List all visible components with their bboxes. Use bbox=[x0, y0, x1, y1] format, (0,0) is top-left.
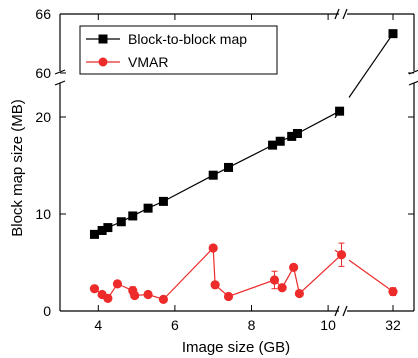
legend-label-block-to-block: Block-to-block map bbox=[128, 31, 247, 47]
data-point-vmar bbox=[208, 243, 218, 253]
data-point-vmar bbox=[294, 288, 304, 299]
legend-marker-block-to-block bbox=[98, 34, 108, 44]
y-tick-label: 10 bbox=[35, 206, 51, 222]
data-point-vmar bbox=[143, 289, 153, 300]
data-point-block-to-block bbox=[275, 136, 285, 146]
legend-box bbox=[79, 25, 278, 75]
data-point-block-to-block bbox=[268, 140, 278, 150]
y-tick-label: 66 bbox=[35, 6, 51, 22]
x-tick-label: 32 bbox=[385, 317, 401, 333]
data-point-block-to-block bbox=[208, 170, 218, 180]
data-point-vmar bbox=[388, 287, 398, 297]
data-point-vmar bbox=[130, 290, 140, 301]
legend: Block-to-block map VMAR bbox=[79, 25, 278, 75]
data-point-block-to-block bbox=[103, 223, 113, 233]
legend-marker-vmar bbox=[98, 57, 108, 67]
x-break-mark-top bbox=[334, 8, 348, 20]
data-point-vmar bbox=[158, 294, 169, 304]
ticks: 4 6 8 10 32 0 10 20 60 66 bbox=[35, 6, 414, 333]
data-point-vmar bbox=[223, 291, 234, 302]
x-tick-label: 10 bbox=[320, 317, 336, 333]
data-point-block-to-block bbox=[287, 131, 297, 141]
data-point-vmar bbox=[89, 284, 100, 294]
x-break-mark-bottom bbox=[334, 305, 348, 317]
data-point-vmar bbox=[210, 280, 220, 290]
data-point-vmar bbox=[112, 279, 123, 289]
data-point-vmar bbox=[103, 293, 113, 303]
data-point-block-to-block bbox=[116, 217, 126, 227]
x-tick-label: 6 bbox=[171, 317, 179, 333]
y-axis-label: Block map size (MB) bbox=[9, 99, 26, 237]
series-break-line-block-to-block bbox=[348, 33, 394, 98]
plot-marks bbox=[89, 29, 398, 304]
data-point-block-to-block bbox=[143, 203, 153, 213]
y-tick-label: 60 bbox=[35, 65, 51, 81]
series-break-line-vmar bbox=[348, 259, 394, 293]
data-point-block-to-block bbox=[335, 106, 345, 116]
axes bbox=[54, 8, 418, 317]
data-point-block-to-block bbox=[158, 196, 168, 206]
y-break-mark-left bbox=[54, 69, 66, 86]
x-tick-label: 4 bbox=[94, 317, 102, 333]
data-point-block-to-block bbox=[224, 162, 234, 172]
data-point-block-to-block bbox=[292, 128, 302, 138]
data-point-block-to-block bbox=[128, 211, 138, 221]
data-point-vmar bbox=[289, 262, 299, 272]
series-line-vmar bbox=[94, 246, 342, 301]
y-break-mark-right bbox=[408, 69, 418, 86]
data-point-block-to-block bbox=[388, 29, 398, 39]
x-tick-label: 8 bbox=[248, 317, 256, 333]
data-point-block-to-block bbox=[89, 229, 99, 239]
legend-label-vmar: VMAR bbox=[128, 54, 168, 70]
data-point-vmar bbox=[277, 283, 287, 293]
data-point-vmar bbox=[336, 250, 347, 260]
x-axis-label: Image size (GB) bbox=[182, 339, 290, 356]
data-point-vmar bbox=[269, 275, 280, 285]
y-tick-label: 0 bbox=[43, 303, 51, 319]
data-point-block-to-block bbox=[97, 225, 107, 235]
y-tick-label: 20 bbox=[35, 109, 51, 125]
